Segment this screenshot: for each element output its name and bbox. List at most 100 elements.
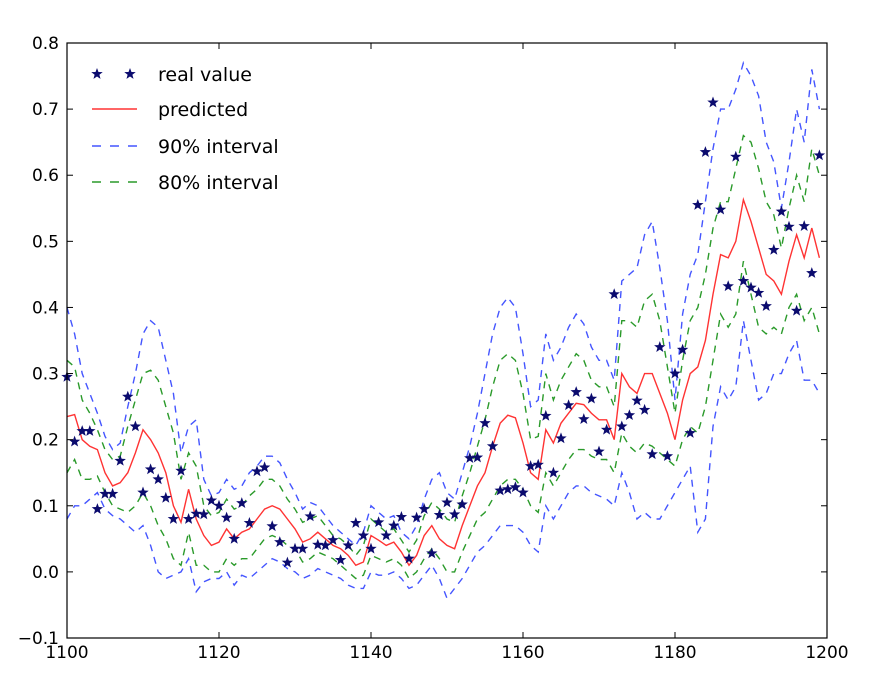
y-tick-label: 0.8 [32, 34, 59, 54]
x-tick-label: 1180 [653, 643, 696, 663]
x-tick-label: 1140 [349, 643, 392, 663]
real-value-point [319, 539, 332, 551]
legend-label-80-interval: 80% interval [158, 172, 279, 194]
real-value-point [532, 458, 544, 470]
real-value-point [661, 450, 674, 462]
real-value-point [578, 413, 590, 425]
real-value-point [813, 149, 826, 161]
real-value-point [608, 288, 620, 300]
real-value-point [220, 511, 233, 523]
real-value-point [684, 427, 696, 438]
real-value-point [638, 403, 651, 415]
x-tick-label: 1200 [805, 643, 848, 663]
real-value-point [182, 513, 195, 524]
real-value-point [350, 516, 362, 528]
real-value-point [205, 494, 218, 506]
real-value-point [540, 409, 552, 421]
legend-label-predicted: predicted [158, 99, 248, 121]
y-tick-label: 0.0 [32, 563, 59, 583]
series-80-interval-lower [66, 261, 821, 580]
real-value-point [190, 507, 202, 519]
x-tick-label: 1120 [197, 643, 240, 663]
real-value-point [198, 508, 210, 520]
real-value-point [669, 367, 681, 379]
real-value-point [122, 390, 134, 402]
real-value-point [585, 392, 598, 404]
real-value-point [137, 486, 149, 498]
real-value-point [517, 486, 529, 498]
real-value-point [395, 511, 408, 522]
y-tick-label: 0.6 [32, 166, 59, 186]
real-value-point [570, 386, 582, 397]
real-value-point [646, 448, 658, 460]
y-tick-label: 0.3 [32, 365, 59, 385]
real-value-point [456, 498, 468, 510]
real-value-point [236, 497, 248, 508]
plot-frame [66, 42, 828, 639]
real-value-point [84, 425, 96, 436]
legend-entry-predicted: predicted [92, 99, 248, 121]
legend-swatch-real-value [91, 68, 136, 79]
real-value-point [296, 542, 309, 554]
real-value-point [798, 220, 810, 231]
real-value-point [600, 423, 613, 435]
legend-label-real-value: real value [158, 64, 252, 86]
real-value-point [418, 503, 430, 514]
series-layer [61, 61, 826, 600]
real-value-point [722, 280, 734, 292]
real-value-point [433, 509, 446, 520]
real-value-point [562, 399, 575, 411]
real-value-point [775, 205, 788, 217]
real-value-point [752, 286, 765, 298]
real-value-point [99, 487, 111, 499]
legend-label-90-interval: 90% interval [158, 136, 279, 158]
real-value-point [714, 203, 727, 215]
real-value-point [327, 534, 339, 546]
real-value-point [555, 432, 567, 444]
real-value-point [334, 553, 347, 565]
real-value-point [760, 300, 772, 311]
real-value-point [372, 516, 385, 528]
legend-entry-90-interval: 90% interval [92, 136, 279, 158]
real-value-point [266, 520, 278, 532]
real-value-point [129, 420, 142, 432]
real-value-point [509, 481, 522, 493]
real-value-point [783, 220, 795, 232]
real-value-point [547, 466, 560, 478]
real-value-point [152, 473, 164, 485]
real-value-point [448, 508, 461, 520]
real-value-point [312, 538, 324, 550]
real-value-point [737, 275, 750, 286]
y-tick-label: −0.1 [18, 629, 59, 649]
real-value-point [426, 547, 438, 559]
real-value-point [790, 304, 803, 316]
real-value-point [479, 417, 491, 428]
legend-entry-real-value: real value [91, 64, 252, 86]
real-value-point [410, 511, 423, 523]
real-value-point [228, 532, 240, 544]
real-value-point [144, 463, 157, 475]
real-value-point [441, 496, 453, 508]
real-value-point [106, 487, 119, 499]
real-value-point [486, 440, 499, 452]
x-tick-label: 1100 [45, 643, 88, 663]
legend-star-marker [91, 68, 103, 79]
y-tick-label: 0.4 [32, 298, 59, 318]
real-value-point [654, 341, 666, 352]
real-value-point [623, 409, 636, 421]
real-value-point [388, 519, 400, 531]
series-real-value-points [61, 96, 826, 568]
real-value-point [494, 484, 506, 496]
real-value-point [692, 198, 704, 210]
real-value-point [464, 452, 476, 464]
legend-star-marker [124, 68, 136, 79]
real-value-point [76, 425, 88, 436]
real-value-point [502, 483, 514, 495]
real-value-point [806, 267, 818, 278]
real-value-point [289, 542, 301, 554]
real-value-point [274, 536, 286, 547]
real-value-point [403, 552, 415, 564]
x-tick-label: 1160 [501, 643, 544, 663]
legend: real value predicted 90% interval 80% in… [91, 64, 279, 194]
